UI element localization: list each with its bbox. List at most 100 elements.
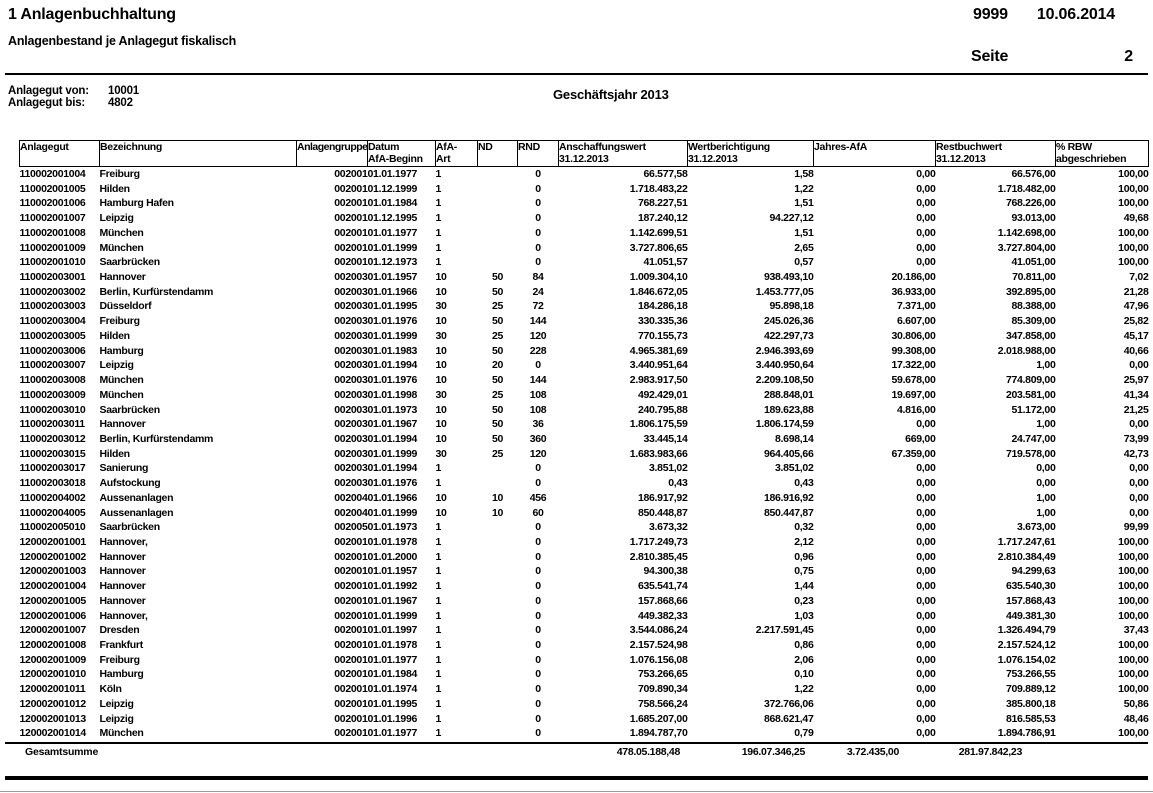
cell-pct-rbw-abgeschrieben: 48,46 — [1123, 712, 1149, 725]
cell-anlagegut: 110002003015 — [19, 447, 86, 460]
cell-nd — [478, 182, 518, 197]
cell-nd: 20 — [491, 359, 504, 372]
cell-restbuchwert: 51.172,00 — [1011, 403, 1056, 416]
table-row: 120002001011 Köln 002001 01.01.1974 1 0 709.89… — [20, 682, 1149, 697]
cell-rnd: 0 — [535, 712, 541, 725]
cell-anlagegut: 120002001010 — [19, 668, 87, 681]
cell-wertberichtigung: 189.623,88 — [763, 403, 814, 416]
cell-anschaffungswert: 41.051,57 — [643, 256, 688, 269]
cell-restbuchwert: 385.800,18 — [1005, 697, 1056, 710]
cell-afa-art: 1 — [435, 624, 442, 637]
cell-datum-afa-beginn: 01.01.1999 — [367, 329, 418, 342]
cell-wertberichtigung: 372.766,06 — [763, 697, 814, 710]
cell-datum-afa-beginn: 01.01.1978 — [367, 639, 418, 651]
cell-anschaffungswert: 187.240,12 — [637, 212, 688, 225]
cell-anlagegut: 110002003003 — [19, 300, 86, 313]
cell-anschaffungswert: 3.673,32 — [649, 521, 688, 534]
cell-bezeichnung: München — [99, 226, 144, 239]
cell-bezeichnung: Freiburg — [99, 315, 140, 328]
cell-datum-afa-beginn: 01.01.1976 — [367, 315, 418, 328]
table-row: 110002001008 München 002001 01.01.1977 1 0 1.1… — [20, 226, 1149, 241]
table-row: 110002003015 Hilden 002003 01.01.1999 30 25 12… — [20, 447, 1149, 462]
cell-wertberichtigung: 0,79 — [794, 727, 814, 740]
cell-wertberichtigung: 94.227,12 — [769, 212, 814, 225]
cell-datum-afa-beginn: 01.01.1983 — [367, 344, 418, 357]
cell-wertberichtigung: 422.297,73 — [763, 329, 814, 342]
cell-jahres-afa: 19.697,00 — [891, 388, 936, 401]
cell-rnd: 360 — [529, 432, 547, 445]
cell-jahres-afa: 0,00 — [916, 697, 936, 710]
table-row: 110002003010 Saarbrücken 002003 01.01.1973 1… — [20, 403, 1149, 418]
cell-anlagengruppe: 002001 — [334, 168, 368, 180]
cell-jahres-afa: 0,00 — [916, 712, 936, 725]
cell-anschaffungswert: 1.076.156,08 — [629, 653, 688, 666]
cell-restbuchwert: 1.326.494,79 — [997, 624, 1056, 637]
cell-anschaffungswert: 492.429,01 — [637, 388, 688, 401]
cell-restbuchwert: 635.540,30 — [1005, 580, 1056, 593]
cell-bezeichnung: Leipzig — [99, 697, 134, 710]
cell-restbuchwert: 41.051,00 — [1011, 256, 1056, 269]
cell-afa-art: 10 — [435, 491, 447, 504]
cell-datum-afa-beginn: 01.01.1998 — [367, 388, 418, 401]
cell-nd — [478, 241, 518, 256]
filter-von-label: Anlagegut von: — [8, 85, 89, 97]
cell-afa-art: 1 — [435, 550, 442, 563]
cell-anlagengruppe: 002001 — [334, 241, 368, 254]
cell-rnd: 24 — [532, 285, 544, 298]
cell-wertberichtigung: 2,12 — [794, 535, 814, 548]
totals-label: Gesamtsumme — [25, 746, 99, 758]
cell-anschaffungswert: 635.541,74 — [637, 580, 688, 593]
filter-von-row: Anlagegut von: 10001 — [8, 85, 139, 98]
table-row: 120002001004 Hannover 002001 01.01.1992 1 0 63… — [20, 579, 1149, 594]
window-edge — [0, 791, 1153, 792]
column-header-datum-afa-beginn: Datum AfA-Beginn — [367, 140, 436, 167]
cell-pct-rbw-abgeschrieben: 50,86 — [1123, 697, 1149, 710]
cell-bezeichnung: Hilden — [99, 182, 131, 195]
cell-bezeichnung: Hannover — [99, 580, 146, 593]
cell-afa-art: 1 — [435, 241, 442, 254]
page-number: 2 — [1124, 48, 1133, 65]
cell-nd: 50 — [491, 418, 504, 431]
cell-datum-afa-beginn: 01.01.1976 — [367, 477, 418, 490]
cell-wertberichtigung: 186.916,92 — [763, 491, 814, 504]
cell-anlagengruppe: 002001 — [334, 535, 368, 548]
cell-anlagegut: 110002001007 — [19, 212, 86, 225]
cell-nd: 25 — [491, 329, 504, 342]
cell-nd — [478, 623, 518, 638]
cell-pct-rbw-abgeschrieben: 0,00 — [1129, 477, 1149, 490]
cell-jahres-afa: 0,00 — [916, 462, 936, 475]
cell-wertberichtigung: 1,51 — [794, 197, 814, 210]
totals-restbuchwert: 281.97.842,23 — [958, 746, 1023, 758]
cell-afa-art: 10 — [435, 285, 447, 298]
cell-afa-art: 30 — [435, 300, 447, 313]
table-row: 110002003007 Leipzig 002003 01.01.1994 10 20 0… — [20, 358, 1149, 373]
table-row: 120002001013 Leipzig 002001 01.01.1996 1 0 1.6… — [20, 712, 1149, 727]
cell-datum-afa-beginn: 01.01.1999 — [367, 241, 418, 254]
cell-datum-afa-beginn: 01.01.1997 — [367, 624, 418, 637]
cell-anlagegut: 120002001012 — [19, 697, 87, 710]
cell-pct-rbw-abgeschrieben: 100,00 — [1118, 580, 1149, 593]
cell-datum-afa-beginn: 01.01.1957 — [367, 565, 418, 578]
cell-nd — [478, 653, 518, 668]
cell-anlagengruppe: 002001 — [334, 697, 368, 710]
cell-restbuchwert: 1.894.786,91 — [997, 727, 1056, 740]
cell-restbuchwert: 0,00 — [1036, 477, 1056, 490]
cell-restbuchwert: 816.585,53 — [1005, 712, 1056, 725]
cell-afa-art: 1 — [435, 609, 442, 622]
cell-jahres-afa: 99.308,00 — [891, 344, 936, 357]
cell-afa-art: 1 — [435, 594, 442, 607]
cell-datum-afa-beginn: 01.01.1994 — [367, 462, 418, 475]
cell-restbuchwert: 0,00 — [1036, 462, 1056, 475]
cell-restbuchwert: 2.157.524,12 — [997, 639, 1056, 651]
cell-wertberichtigung: 0,10 — [794, 668, 814, 681]
cell-bezeichnung: Freiburg — [99, 168, 140, 180]
cell-datum-afa-beginn: 01.01.1984 — [367, 197, 418, 210]
filter-von-value: 10001 — [108, 85, 139, 97]
cell-rnd: 0 — [535, 580, 541, 593]
cell-nd — [478, 255, 518, 270]
cell-bezeichnung: Saarbrücken — [99, 403, 161, 416]
client-number: 9999 — [973, 6, 1008, 23]
cell-anlagegut: 110002004005 — [19, 506, 86, 519]
cell-restbuchwert: 449.381,30 — [1005, 609, 1056, 622]
cell-pct-rbw-abgeschrieben: 100,00 — [1118, 168, 1149, 180]
